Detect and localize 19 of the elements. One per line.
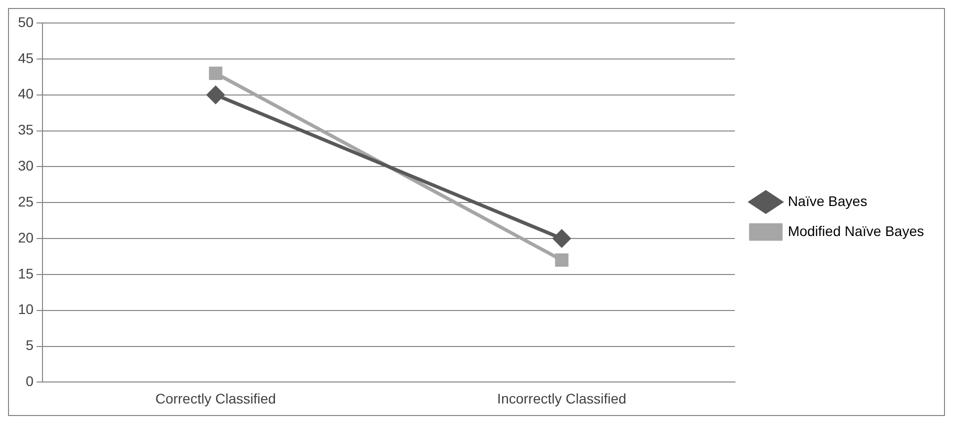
x-tick-label: Correctly Classified	[155, 390, 276, 406]
point	[553, 230, 571, 248]
point	[555, 253, 568, 267]
y-tick-label: 10	[18, 301, 34, 318]
legend-label: Modified Naïve Bayes	[788, 222, 924, 239]
y-tick-label: 0	[26, 373, 34, 390]
point	[206, 86, 224, 104]
x-tick-label: Incorrectly Classified	[497, 390, 626, 406]
y-tick-label: 40	[18, 86, 34, 102]
y-tick-label: 30	[18, 158, 34, 174]
y-tick-label: 15	[18, 265, 34, 282]
y-tick-label: 20	[18, 229, 34, 246]
legend-label: Naïve Bayes	[788, 192, 868, 209]
y-tick-label: 50	[18, 14, 34, 30]
point	[208, 66, 222, 80]
y-tick-label: 45	[18, 50, 34, 66]
y-tick-label: 35	[18, 122, 34, 138]
y-tick-label: 25	[18, 193, 34, 210]
y-tick-label: 5	[26, 337, 34, 354]
